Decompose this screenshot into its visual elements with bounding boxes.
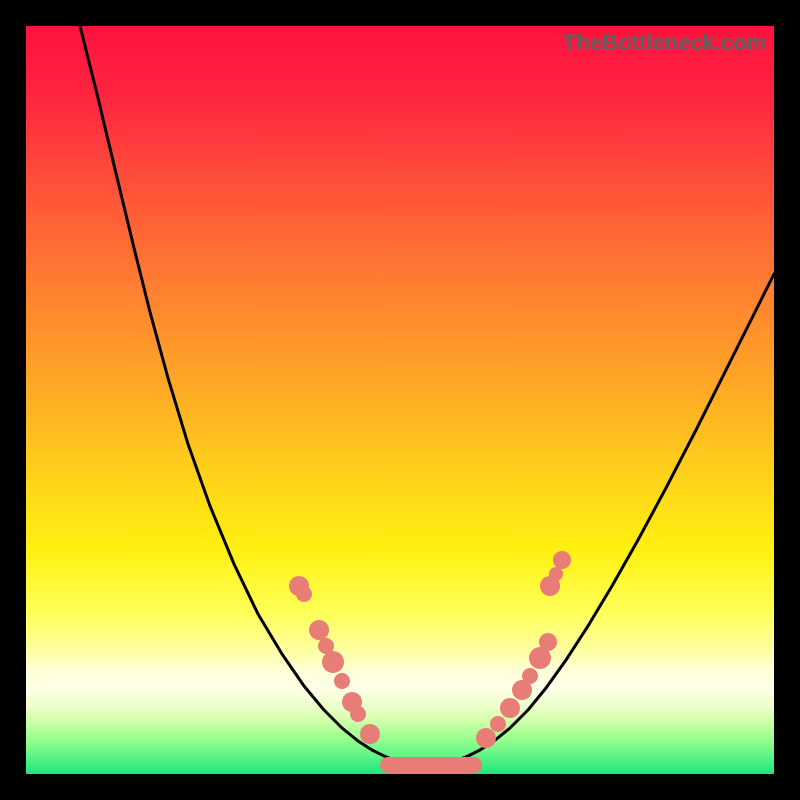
- plot-area: TheBottleneck.com: [26, 26, 774, 774]
- marker-valley-band: [380, 757, 482, 773]
- marker-dot-right: [522, 668, 538, 684]
- marker-dot-left: [350, 706, 366, 722]
- marker-dot-right: [549, 567, 563, 581]
- marker-dot-left: [296, 586, 312, 602]
- marker-dot-right: [553, 551, 571, 569]
- chart-overlay: [26, 26, 774, 774]
- marker-dot-right: [476, 728, 496, 748]
- marker-dot-left: [334, 673, 350, 689]
- bottleneck-curve: [80, 26, 774, 765]
- marker-dot-left: [322, 651, 344, 673]
- marker-dot-left: [309, 620, 329, 640]
- marker-dot-right: [500, 698, 520, 718]
- marker-dot-right: [539, 633, 557, 651]
- outer-frame: TheBottleneck.com: [0, 0, 800, 800]
- marker-dot-right: [490, 716, 506, 732]
- marker-dot-left: [360, 724, 380, 744]
